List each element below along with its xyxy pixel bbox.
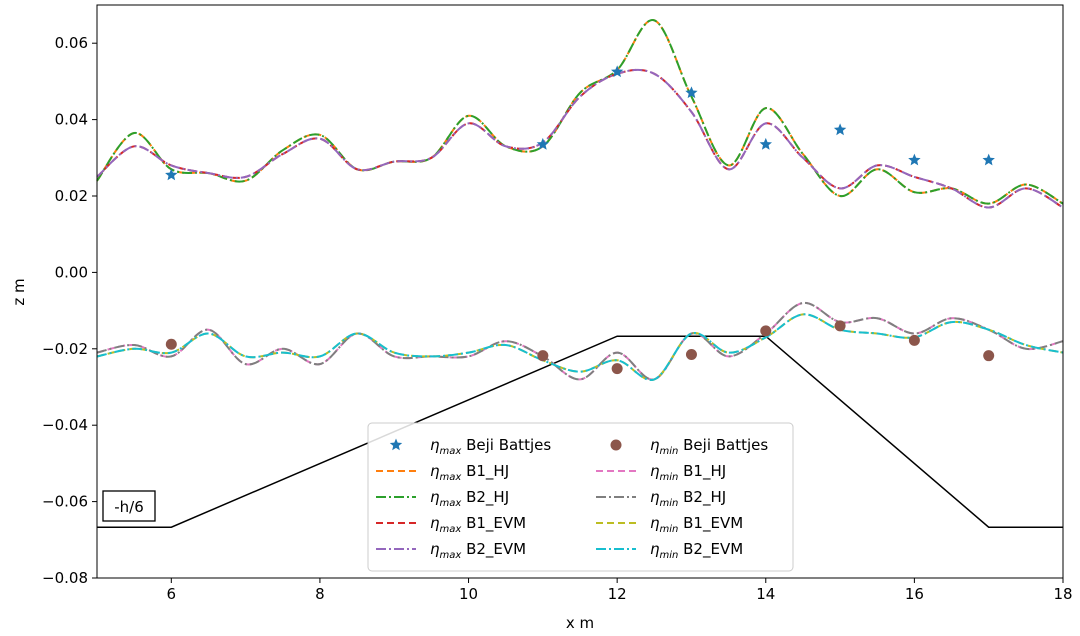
y-tick-label: 0.02 [55,187,88,205]
y-axis-label: z m [10,278,28,305]
legend-eta-min-b1-hj-label: ηmin B1_HJ [650,462,726,483]
y-tick-label: −0.02 [42,340,88,358]
x-axis-label: x m [566,614,594,632]
eta-min-beji-battjes-point [685,349,697,361]
eta-max-b2-evm-line [96,68,1064,209]
x-tick-label: 6 [167,585,177,603]
eta-min-beji-battjes-point [983,350,995,362]
y-tick-label: −0.06 [42,493,88,511]
legend-eta-max-b2-evm-label: ηmax B2_EVM [430,540,526,561]
y-tick-label: 0.06 [55,34,88,52]
x-tick-label: 14 [756,585,775,603]
x-axis: 6 8 10 12 14 16 18 [167,578,1073,603]
legend: ηmax Beji Battjes ηmax B1_HJ ηmax B2_HJ ηma… [367,422,794,572]
legend-eta-max-b2-hj-label: ηmax B2_HJ [430,488,509,509]
legend-eta-min-b1-evm-label: ηmin B1_EVM [650,514,743,535]
eta-max-beji-battjes-point [611,65,624,78]
series-layer [96,19,1064,528]
eta-max-beji-battjes-point [536,137,549,150]
eta-min-beji-battjes-point [760,325,772,337]
legend-eta-max-b1-evm-label: ηmax B1_EVM [430,514,526,535]
x-tick-label: 16 [905,585,924,603]
x-tick-label: 12 [608,585,627,603]
eta-min-beji-battjes-point [165,338,177,350]
eta-min-beji-battjes-point [908,334,920,346]
annotation-box: -h/6 [102,490,156,522]
legend-eta-max-beji-battjes-label: ηmax Beji Battjes [430,436,551,457]
eta-min-b2-hj-line [96,301,1064,381]
y-axis: −0.08 −0.06 −0.04 −0.02 0.00 0.02 0.04 0.06 [42,34,97,587]
y-tick-label: −0.04 [42,416,88,434]
x-tick-label: 8 [315,585,325,603]
eta-min-beji-battjes-point [611,363,623,375]
eta-max-beji-battjes-point [833,123,847,136]
x-tick-label: 10 [459,585,478,603]
eta-min-beji-battjes-point [537,350,549,362]
plot-frame [96,4,1064,579]
legend-eta-min-beji-battjes-handle [610,439,622,451]
eta-min-b2-evm-line [96,313,1064,381]
eta-max-beji-battjes-point [982,153,995,166]
annotation-frame [102,490,156,522]
eta-max-beji-battjes-point [165,168,178,181]
eta-max-beji-battjes-point [908,153,921,166]
y-tick-label: 0.04 [55,111,88,129]
legend-eta-max-b1-hj-label: ηmax B1_HJ [430,462,509,483]
legend-eta-max-beji-battjes-handle [389,438,403,451]
legend-eta-min-beji-battjes-label: ηmin Beji Battjes [650,436,768,457]
y-tick-label: 0.00 [55,263,88,281]
eta-max-b2-hj-line [96,19,1064,205]
annotation-label: -h/6 [114,498,144,516]
eta-min-beji-battjes-point [834,320,846,332]
eta-max-beji-battjes-point [759,137,772,150]
legend-eta-min-b2-hj-label: ηmin B2_HJ [650,488,726,509]
legend-eta-min-b2-evm-label: ηmin B2_EVM [650,540,743,561]
x-tick-label: 18 [1053,585,1072,603]
y-tick-label: −0.08 [42,569,88,587]
bathymetry-line [97,335,1063,528]
eta-max-beji-battjes-point [685,86,698,99]
legend-frame [367,422,794,572]
